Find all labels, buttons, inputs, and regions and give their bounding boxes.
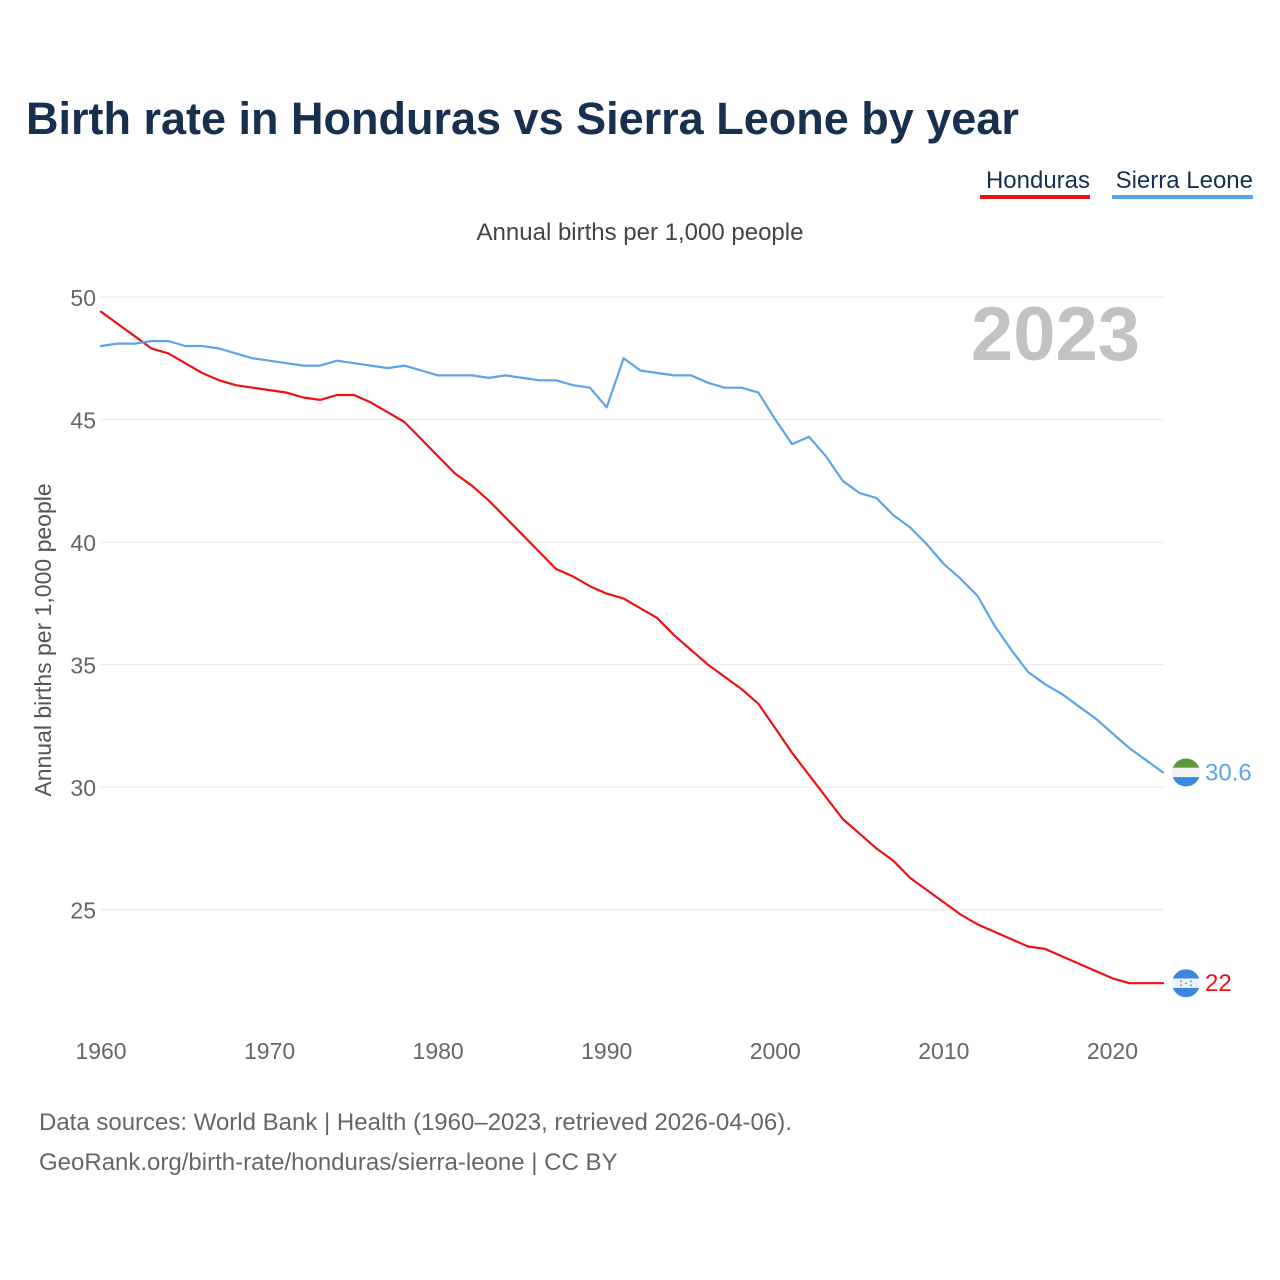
y-tick-label-50: 50: [70, 285, 96, 311]
gridlines: [101, 296, 1163, 911]
current-year-label: 2023: [971, 292, 1140, 377]
y-axis-label: Annual births per 1,000 people: [30, 483, 56, 796]
y-tick-label-25: 25: [70, 898, 96, 924]
legend-swatch-honduras: [980, 195, 1090, 199]
x-tick-label-1970: 1970: [244, 1038, 295, 1064]
legend-label-sierra-leone[interactable]: Sierra Leone: [1116, 167, 1253, 194]
y-axis-ticks: 25 30 35 40 45 50: [70, 285, 96, 924]
x-axis-ticks: 1960 1970 1980 1990 2000 2010 2020: [75, 1038, 1138, 1064]
end-label-honduras: 22: [1205, 970, 1232, 997]
footer-credit[interactable]: GeoRank.org/birth-rate/honduras/sierra-l…: [39, 1149, 618, 1176]
footer-source: Data sources: World Bank | Health (1960–…: [39, 1109, 792, 1136]
flag-icon-sierra-leone: [1172, 758, 1200, 787]
flag-icon-honduras: [1172, 969, 1200, 998]
series-lines: [99, 310, 1165, 985]
y-tick-label-40: 40: [70, 530, 96, 556]
y-tick-label-35: 35: [70, 653, 96, 679]
x-tick-label-2010: 2010: [918, 1038, 969, 1064]
x-tick-label-2000: 2000: [750, 1038, 801, 1064]
end-markers: 22 30.6: [1172, 758, 1252, 998]
legend-swatch-sierra-leone: [1112, 195, 1253, 199]
chart-title: Birth rate in Honduras vs Sierra Leone b…: [26, 93, 1019, 144]
series-line-honduras: [99, 310, 1165, 985]
legend: Honduras Sierra Leone: [980, 167, 1253, 199]
x-tick-label-1990: 1990: [581, 1038, 632, 1064]
x-tick-label-1960: 1960: [75, 1038, 126, 1064]
y-tick-label-30: 30: [70, 775, 96, 801]
y-tick-label-45: 45: [70, 408, 96, 434]
series-line-sierra-leone: [99, 340, 1165, 774]
legend-label-honduras[interactable]: Honduras: [986, 167, 1090, 194]
x-tick-label-2020: 2020: [1087, 1038, 1138, 1064]
chart-subtitle: Annual births per 1,000 people: [477, 219, 804, 246]
x-tick-label-1980: 1980: [413, 1038, 464, 1064]
end-label-sierra-leone: 30.6: [1205, 759, 1252, 786]
